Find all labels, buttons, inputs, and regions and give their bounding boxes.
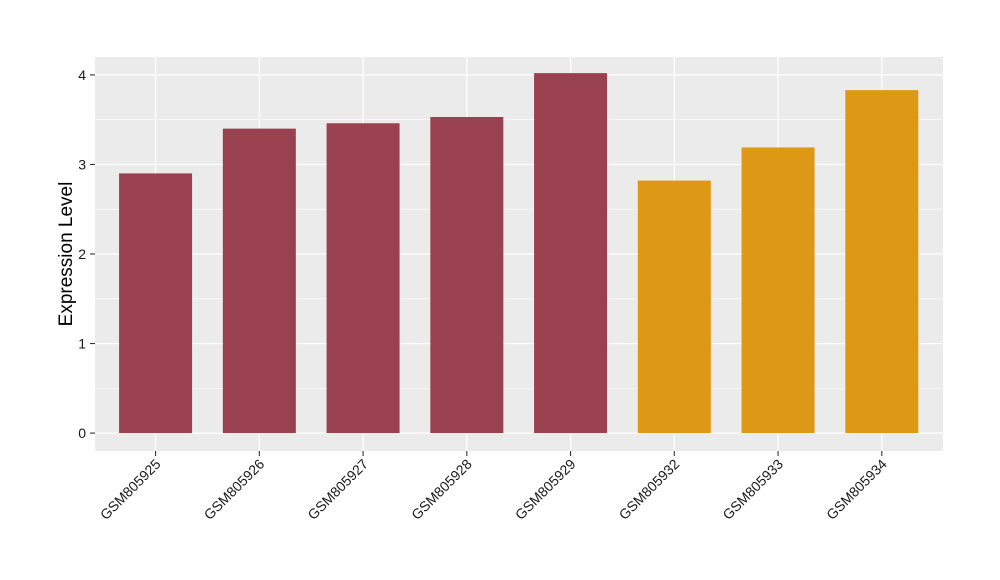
y-tick-label: 0 bbox=[78, 425, 86, 441]
x-tick-label: GSM805926 bbox=[201, 456, 268, 523]
bar bbox=[845, 90, 919, 434]
y-tick-label: 3 bbox=[78, 156, 86, 172]
x-tick-label: GSM805925 bbox=[97, 456, 164, 523]
y-axis-tick-labels: 0 1 2 3 4 bbox=[78, 67, 86, 441]
bars bbox=[119, 73, 919, 434]
y-tick-label: 4 bbox=[78, 67, 86, 83]
bar bbox=[637, 180, 711, 434]
y-axis-title: Expression Level bbox=[56, 182, 77, 327]
bar bbox=[222, 128, 296, 434]
x-axis-ticks bbox=[155, 451, 883, 456]
x-tick-label: GSM805933 bbox=[719, 456, 786, 523]
y-tick-label: 2 bbox=[78, 246, 86, 262]
bar bbox=[326, 123, 400, 434]
bar bbox=[741, 147, 815, 434]
bar bbox=[534, 73, 608, 434]
x-tick-label: GSM805928 bbox=[408, 456, 475, 523]
bar bbox=[119, 173, 193, 434]
bar bbox=[430, 116, 504, 434]
x-tick-label: GSM805932 bbox=[616, 456, 683, 523]
y-axis-ticks bbox=[90, 74, 95, 434]
x-axis-tick-labels: GSM805925 GSM805926 GSM805927 GSM805928 GSM8… bbox=[97, 456, 890, 523]
y-tick-label: 1 bbox=[78, 336, 86, 352]
x-tick-label: GSM805929 bbox=[512, 456, 579, 523]
x-tick-label: GSM805934 bbox=[823, 456, 890, 523]
x-tick-label: GSM805927 bbox=[304, 456, 371, 523]
